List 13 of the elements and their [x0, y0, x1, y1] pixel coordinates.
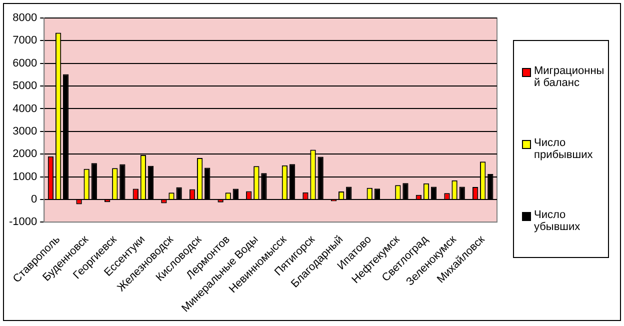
y-tick-label: 6000	[12, 57, 38, 70]
legend-label: Миграционный баланс	[534, 65, 606, 89]
y-tick-label: 7000	[12, 34, 38, 47]
legend-label: Число убывших	[534, 209, 582, 233]
y-tick-label: 3000	[12, 125, 38, 138]
y-tick-label: 1000	[12, 170, 38, 183]
y-tick-label: 4000	[12, 102, 38, 115]
y-tick-label: 0	[31, 193, 38, 206]
y-tick-label: 5000	[12, 80, 38, 92]
y-tick-label: 8000	[12, 12, 38, 24]
y-tick-label: 2000	[12, 148, 38, 160]
legend-label: Число прибывших	[534, 137, 594, 161]
y-tick-label: -1000	[8, 216, 38, 228]
